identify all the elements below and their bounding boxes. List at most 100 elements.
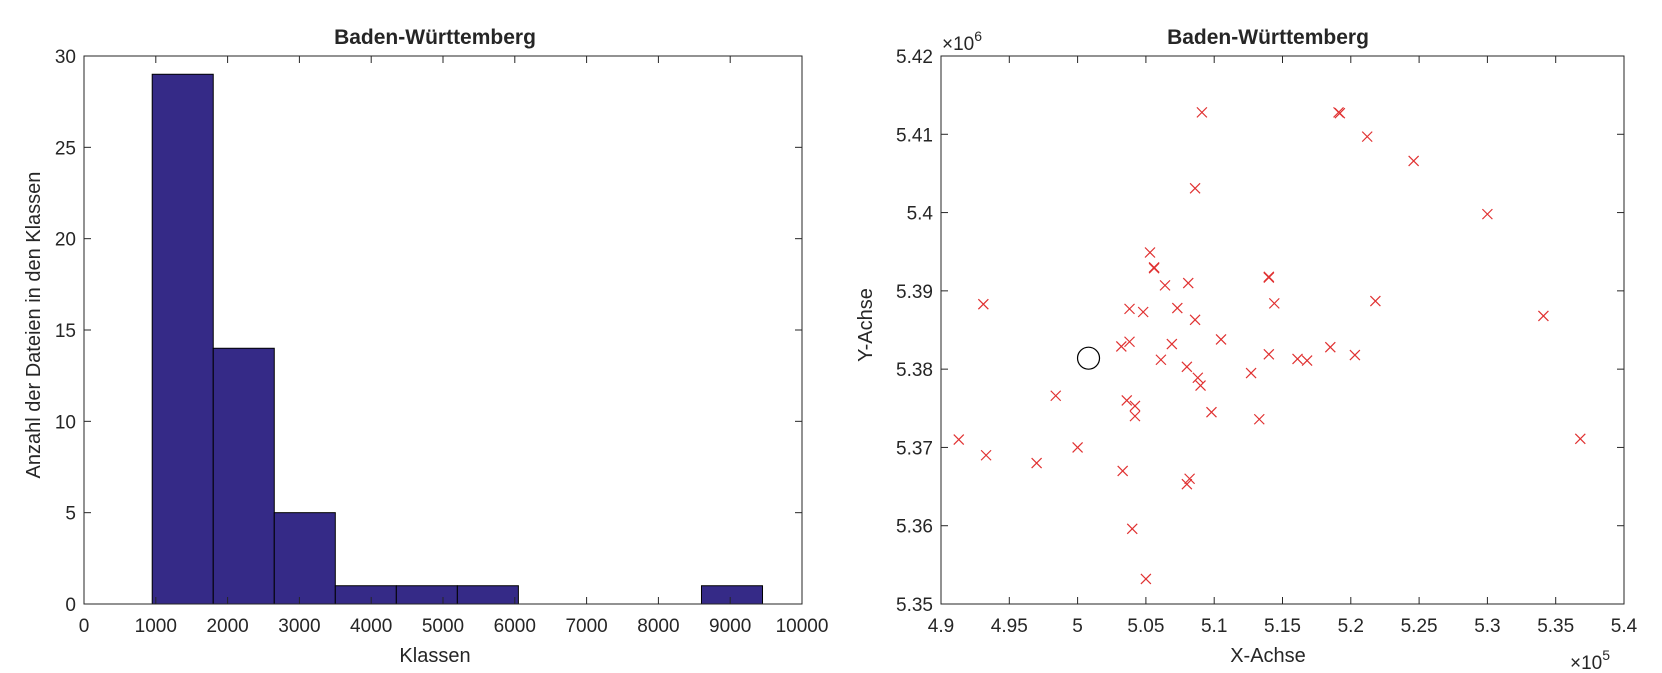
scatter-y-tick-label: 5.39 [896,282,933,303]
histogram-panel: Baden-Württemberg Klassen Anzahl der Dat… [23,26,828,667]
scatter-point-stroke [1196,106,1208,118]
scatter-point-stroke [1361,131,1373,143]
scatter-point [1171,302,1183,314]
scatter-point [1574,433,1586,445]
scatter-point [1124,303,1135,315]
histogram-bar [395,585,458,605]
histogram-axes-box [83,55,803,605]
scatter-point [1159,279,1171,291]
scatter-point [980,449,992,461]
scatter-y-tick-label: 5.37 [896,438,933,459]
scatter-point-stroke [1159,279,1171,291]
scatter-point-stroke [1155,354,1167,366]
histogram-bar [700,585,764,605]
scatter-point [1121,395,1133,406]
histogram-y-tick-label: 15 [55,321,76,342]
scatter-point-stroke [1408,155,1420,167]
histogram-y-tick-label: 0 [65,595,76,616]
histogram-bar [334,585,397,605]
histogram-bar [273,512,336,605]
scatter-point-stroke [1369,295,1381,307]
scatter-axes-box [940,55,1625,605]
scatter-x-tick-label: 5.1 [1201,616,1227,637]
histogram-bars [151,73,764,605]
histogram-bar [212,347,275,605]
scatter-point [1072,442,1084,453]
histogram-y-tick-label: 30 [55,47,76,68]
scatter-points [953,106,1586,585]
histogram-x-tick-label: 5000 [422,616,464,637]
scatter-point-stroke [1117,465,1129,477]
scatter-point-stroke [1301,355,1313,366]
histogram-x-axis-label: Klassen [399,645,470,667]
scatter-point-stroke [1263,271,1275,283]
scatter-point [1137,306,1149,318]
histogram-bar [151,73,214,605]
scatter-point-stroke [1334,107,1346,119]
scatter-point-stroke [1124,303,1135,315]
histogram-x-tick-label: 6000 [494,616,536,637]
scatter-point [1140,573,1152,585]
scatter-point [1126,523,1138,535]
histogram-x-tick-label: 3000 [278,616,320,637]
scatter-point [1263,348,1275,360]
scatter-point-stroke [1115,341,1127,352]
scatter-y-exponent: ×106 [942,28,982,55]
scatter-x-tick-label: 5.15 [1264,616,1301,637]
scatter-point-stroke [1144,247,1156,258]
histogram-x-tick-label: 8000 [637,616,679,637]
scatter-point [1124,336,1135,348]
scatter-point-stroke [1481,208,1493,220]
scatter-point [1206,406,1217,418]
scatter-title: Baden-Württemberg [1167,26,1369,49]
scatter-point-stroke [1206,406,1217,418]
scatter-panel: Baden-Württemberg X-Achse Y-Achse 4.9 4.9… [855,26,1638,673]
histogram-y-tick-label: 10 [55,412,76,433]
scatter-point [1481,208,1493,220]
scatter-point-stroke [1137,306,1149,318]
scatter-point-stroke [1140,573,1152,585]
scatter-point [1182,277,1194,289]
scatter-point-stroke [1324,341,1336,353]
scatter-point-stroke [1181,361,1193,373]
histogram-x-tick-label: 2000 [206,616,248,637]
scatter-point-stroke [1292,353,1303,365]
scatter-point-stroke [1166,338,1178,350]
histogram-ticks: 0 1000 2000 3000 4000 5000 6000 7000 8000 9000 100… [55,47,829,637]
histogram-y-axis-label: Anzahl der Dateien in den Klassen [23,172,45,479]
scatter-point [1369,295,1381,307]
scatter-point [1537,310,1549,322]
scatter-point [1408,155,1420,167]
histogram-x-tick-label: 4000 [350,616,392,637]
scatter-point [1292,353,1303,365]
scatter-point [953,434,965,446]
scatter-y-axis-label: Y-Achse [855,288,877,362]
scatter-point [1144,247,1156,258]
scatter-point [1155,354,1167,366]
scatter-x-tick-label: 5.3 [1474,616,1500,637]
histogram-title: Baden-Württemberg [334,26,536,49]
scatter-y-tick-label: 5.35 [896,595,933,616]
scatter-point-stroke [1126,523,1138,535]
scatter-point-stroke [1189,314,1201,326]
histogram-x-tick-label: 1000 [135,616,177,637]
scatter-point-stroke [1050,390,1062,402]
scatter-point-stroke [1072,442,1084,453]
scatter-point [1117,465,1129,477]
scatter-point [1215,333,1227,345]
scatter-point [1189,182,1201,194]
scatter-point-stroke [1124,336,1135,348]
scatter-point-stroke [1031,457,1043,469]
scatter-point-stroke [1253,413,1265,425]
scatter-point [1129,410,1141,422]
scatter-point-stroke [1268,297,1280,309]
scatter-point [1196,106,1208,118]
scatter-point [1181,478,1193,490]
scatter-point-stroke [1245,367,1257,379]
scatter-x-tick-label: 5.25 [1401,616,1438,637]
scatter-x-tick-label: 5 [1072,616,1083,637]
scatter-y-exponent-power: 6 [974,28,982,44]
scatter-point [1253,413,1265,425]
scatter-point [1189,314,1201,326]
histogram-x-tick-label: 10000 [776,616,829,637]
